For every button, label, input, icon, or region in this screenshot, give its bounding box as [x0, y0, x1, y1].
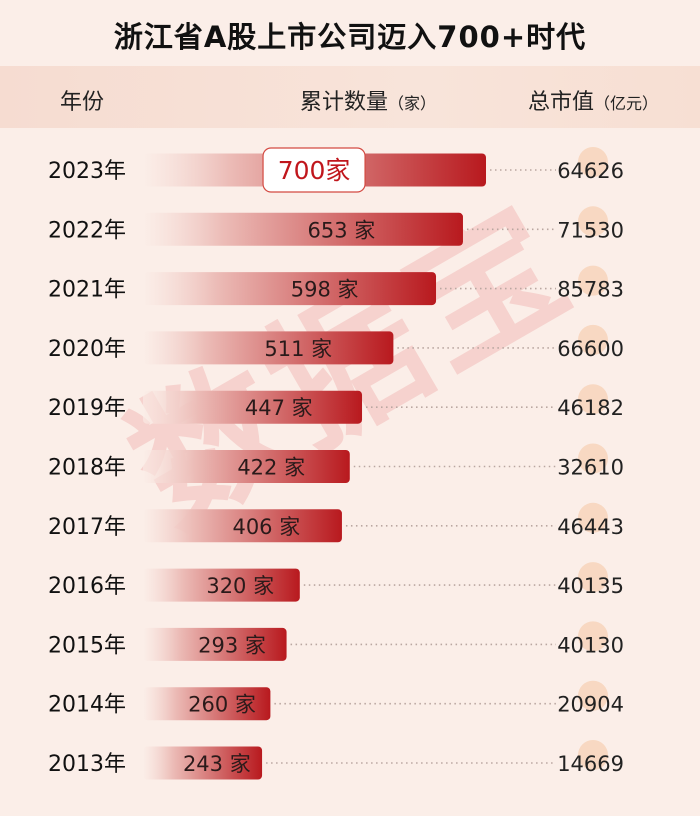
chart-title: 浙江省A股上市公司迈入700+时代: [113, 20, 587, 54]
market-cap-value: 46182: [557, 396, 624, 420]
market-cap-value: 40130: [557, 633, 624, 657]
bar: [143, 390, 363, 424]
count-label: 653 家: [307, 218, 375, 242]
bar: [143, 509, 342, 543]
count-label: 447 家: [245, 396, 313, 420]
year-label: 2015年: [48, 633, 126, 658]
value-highlight-dot: [578, 147, 608, 177]
year-label: 2022年: [48, 218, 126, 243]
bar: [143, 746, 263, 780]
market-cap-value: 64626: [557, 159, 624, 183]
value-highlight-dot: [578, 206, 608, 237]
count-label: 422 家: [237, 456, 305, 480]
bar: [143, 272, 437, 306]
bar: [143, 687, 271, 721]
count-label: 243 家: [183, 752, 251, 776]
year-label: 2023年: [48, 159, 126, 184]
value-highlight-dot: [578, 740, 608, 770]
year-label: 2020年: [48, 337, 126, 362]
market-cap-value: 32610: [557, 456, 624, 480]
value-highlight-dot: [578, 621, 608, 652]
bar: [143, 450, 350, 483]
market-cap-value: 66600: [557, 337, 624, 361]
table-header-band: [0, 66, 700, 128]
market-cap-value: 71530: [557, 218, 624, 242]
value-highlight-dot: [578, 324, 608, 355]
count-label: 260 家: [188, 693, 256, 717]
value-highlight-dot: [578, 680, 608, 711]
year-label: 2016年: [48, 574, 126, 599]
value-highlight-dot: [578, 502, 608, 533]
year-label: 2017年: [48, 515, 126, 540]
market-cap-value: 20904: [557, 693, 624, 717]
year-label: 2014年: [48, 693, 126, 718]
value-highlight-dot: [578, 443, 608, 474]
count-label: 511 家: [264, 337, 332, 361]
bar: [143, 331, 394, 365]
value-highlight-dot: [578, 384, 608, 415]
count-label: 293 家: [198, 633, 266, 657]
bar: [143, 568, 300, 602]
market-cap-value: 40135: [557, 574, 624, 598]
year-label: 2019年: [48, 396, 126, 421]
count-label: 406 家: [232, 515, 300, 539]
market-cap-value: 85783: [557, 278, 624, 302]
count-label: 320 家: [206, 574, 274, 598]
year-column-header: 年份: [60, 90, 105, 115]
market-cap-column-header: 总市值（亿元）: [528, 90, 659, 115]
bar: [143, 627, 287, 661]
count-label: 700家: [278, 156, 351, 185]
year-label: 2018年: [48, 456, 126, 481]
value-highlight-dot: [578, 562, 608, 593]
year-label: 2013年: [48, 752, 126, 777]
market-cap-value: 46443: [557, 515, 624, 539]
value-highlight-dot: [578, 265, 608, 296]
count-column-header: 累计数量（家）: [300, 90, 437, 115]
bar: [143, 212, 463, 246]
market-cap-value: 14669: [557, 752, 624, 776]
highlight-label-box: [262, 147, 366, 193]
year-label: 2021年: [48, 278, 126, 303]
count-label: 598 家: [291, 278, 359, 302]
